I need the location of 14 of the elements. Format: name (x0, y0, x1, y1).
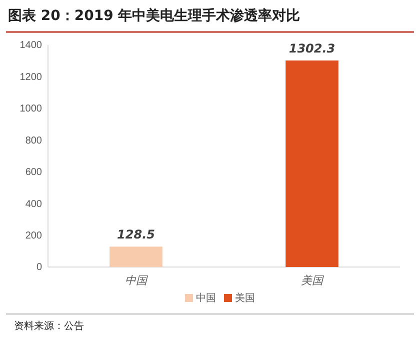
text: 资料来源：公告 (14, 320, 84, 332)
y-tick-label: 600 (25, 167, 42, 178)
y-tick-label: 1200 (20, 72, 42, 83)
y-tick-label: 800 (25, 135, 42, 146)
y-tick-label: 200 (25, 230, 42, 242)
y-tick-label: 1400 (20, 40, 42, 52)
y-tick-label: 400 (25, 198, 42, 210)
y-tick-label: 0 (36, 262, 42, 274)
data-label: 128.5 (117, 228, 155, 242)
chart-title: 图表 20：2019 年中美电生理手术渗透率对比 (8, 7, 300, 24)
legend-label: 美国 (235, 292, 255, 304)
legend-label: 中国 (196, 292, 216, 304)
data-label: 1302.3 (288, 41, 336, 56)
y-tick-label: 1000 (20, 104, 42, 115)
